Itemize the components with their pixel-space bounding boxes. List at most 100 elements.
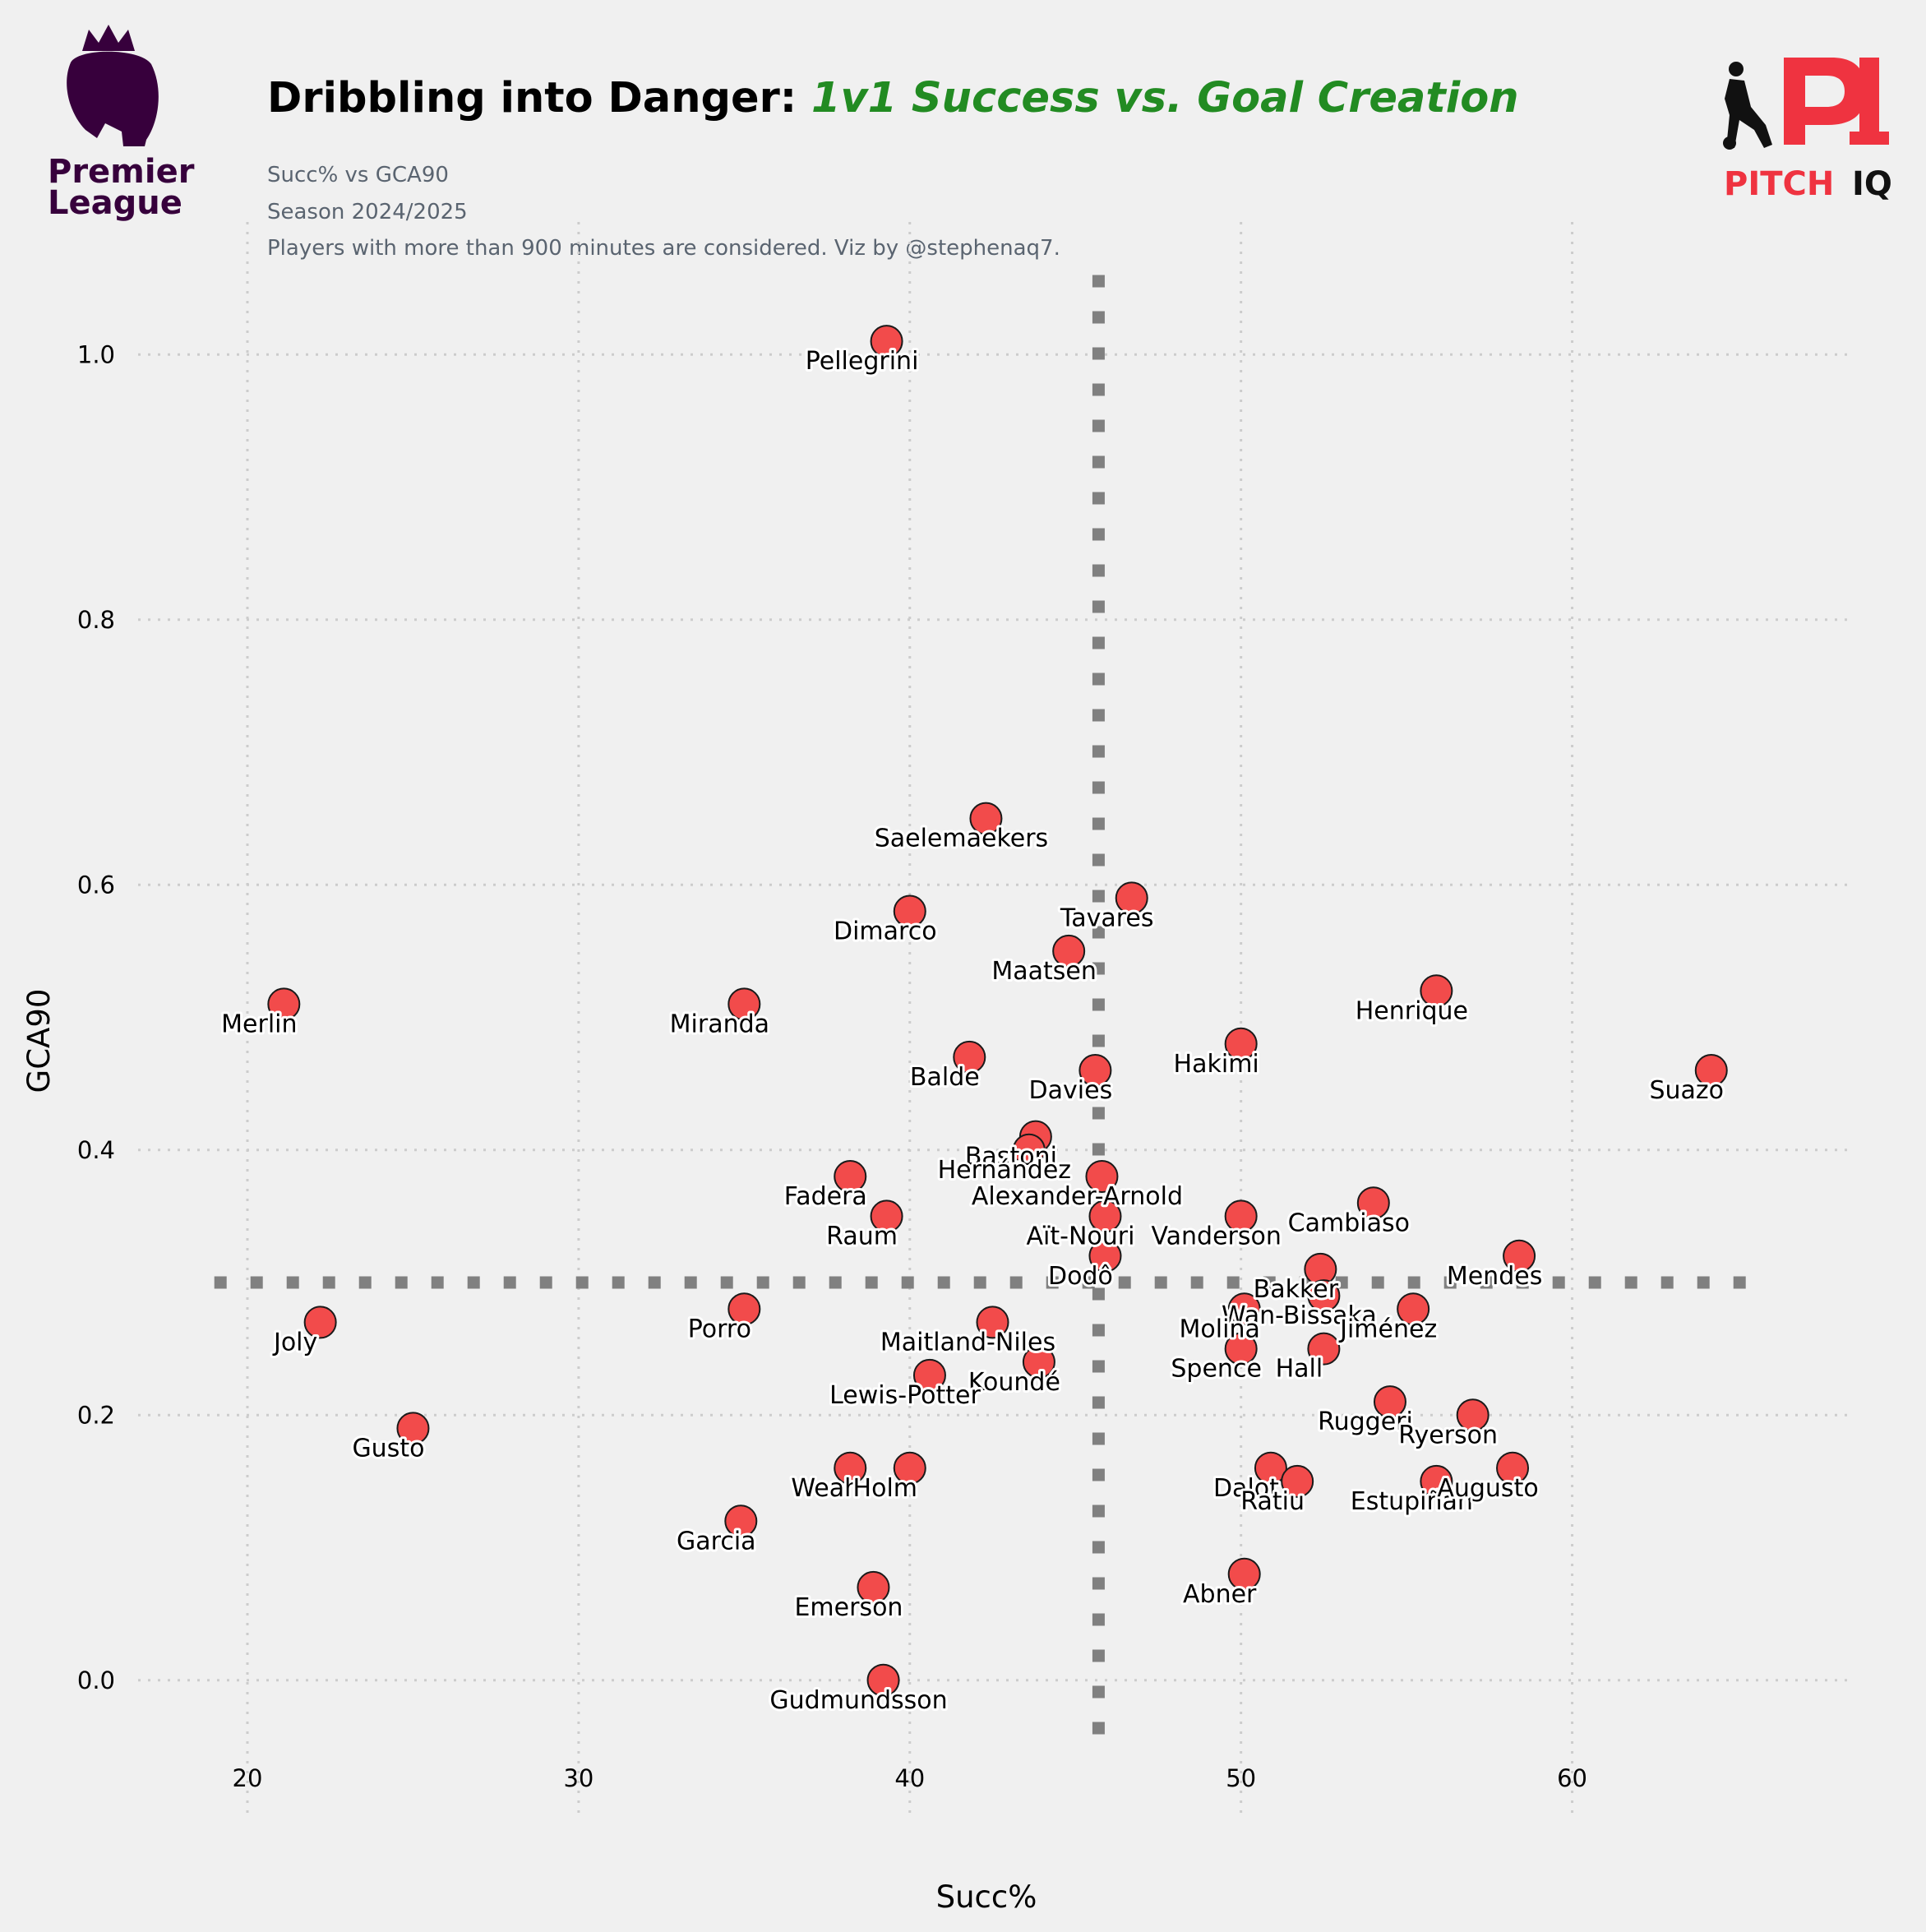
point-label: Maatsen: [991, 957, 1097, 986]
pitch-iq-iq-text: IQ: [1852, 165, 1892, 203]
scatter-point: [834, 1451, 867, 1485]
point-label: Miranda: [670, 1010, 769, 1038]
points-layer: [267, 325, 1728, 1697]
footballer-icon: [1723, 62, 1772, 150]
scatter-point: [303, 1306, 337, 1339]
scatter-point: [912, 1358, 946, 1392]
scatter-point: [727, 1292, 761, 1326]
grid-layer: [138, 222, 1854, 1813]
x-tick-label: 30: [563, 1764, 594, 1792]
point-label: Ratiu: [1240, 1487, 1305, 1516]
point-label: Koundé: [968, 1368, 1060, 1397]
point-label: Ruggeri: [1318, 1407, 1413, 1436]
scatter-point: [1224, 1332, 1258, 1366]
point-label: Saelemaekers: [875, 825, 1048, 853]
point-label: Emerson: [794, 1593, 903, 1622]
pitch-iq-logo: PITCH IQ: [1723, 58, 1892, 203]
point-label: Holm: [853, 1474, 917, 1503]
scatter-point: [976, 1306, 1009, 1339]
point-label: Joly: [272, 1328, 317, 1357]
point-label: Spence: [1171, 1355, 1262, 1384]
scatter-point: [1227, 1557, 1261, 1591]
point-label: Bakker: [1254, 1275, 1339, 1304]
scatter-point: [724, 1504, 758, 1538]
scatter-point: [1227, 1292, 1261, 1326]
scatter-point: [396, 1412, 430, 1445]
scatter-point: [834, 1160, 867, 1193]
point-label: Abner: [1183, 1580, 1257, 1609]
chart-title-accent: 1v1 Success vs. Goal Creation: [811, 74, 1519, 122]
point-label: Dimarco: [834, 917, 937, 946]
scatter-point: [1356, 1186, 1390, 1220]
point-label: Vanderson: [1151, 1222, 1281, 1250]
point-label: Alexander-Arnold: [972, 1182, 1183, 1211]
scatter-point: [1397, 1292, 1430, 1326]
point-label: Hernández: [938, 1156, 1071, 1185]
scatter-point: [969, 802, 1003, 835]
point-label: Gudmundsson: [769, 1686, 947, 1715]
scatter-point: [1088, 1239, 1122, 1273]
point-label: Ryerson: [1398, 1421, 1498, 1449]
scatter-point: [1224, 1199, 1258, 1233]
point-label: Davies: [1029, 1076, 1113, 1105]
point-label: Dalot: [1213, 1474, 1279, 1503]
scatter-point: [1085, 1160, 1119, 1193]
point-label: Tavares: [1060, 904, 1154, 932]
x-tick-label: 60: [1557, 1764, 1587, 1792]
scatter-point: [870, 1199, 903, 1233]
pitch-iq-pitch-text: PITCH: [1724, 165, 1834, 203]
scatter-point: [1420, 974, 1453, 1008]
average-lines-layer: [214, 275, 1758, 1747]
subtitle-line-3: Players with more than 900 minutes are c…: [267, 236, 1060, 261]
point-label: Suazo: [1649, 1076, 1724, 1105]
point-label: Estupiñán: [1351, 1487, 1473, 1516]
scatter-point: [727, 987, 761, 1021]
scatter-point: [1420, 1464, 1453, 1498]
point-labels-layer: Pellegrini Saelemaekers Tavares Dimarco Maat…: [219, 344, 1726, 1717]
scatter-point: [1281, 1464, 1314, 1498]
point-label: Augusto: [1437, 1474, 1538, 1503]
logo-text-line1: Premier: [48, 153, 195, 191]
subtitle-line-2: Season 2024/2025: [267, 200, 468, 224]
point-label: Hall: [1276, 1355, 1323, 1384]
y-tick-label: 1.0: [77, 340, 115, 368]
scatter-point: [267, 987, 301, 1021]
y-tick-label: 0.8: [77, 606, 115, 634]
point-label: Cambiaso: [1288, 1209, 1410, 1237]
point-label: Maitland-Niles: [880, 1328, 1055, 1357]
x-tick-label: 40: [894, 1764, 925, 1792]
lion-crown-icon: [67, 25, 159, 146]
scatter-point: [1012, 1133, 1046, 1167]
point-label: Hakimi: [1174, 1050, 1259, 1079]
y-axis-label: GCA90: [21, 989, 57, 1093]
scatter-point: [1078, 1054, 1112, 1087]
premier-league-logo: Premier League: [48, 25, 195, 222]
point-label: Lewis-Potter: [829, 1381, 981, 1410]
point-label: Porro: [688, 1315, 751, 1343]
point-label: Molina: [1180, 1315, 1260, 1343]
scatter-point: [1307, 1332, 1341, 1366]
x-axis-label: Succ%: [936, 1879, 1037, 1915]
scatter-point: [1307, 1279, 1341, 1313]
scatter-point: [1503, 1239, 1536, 1273]
point-label: Gusto: [352, 1434, 424, 1463]
scatter-point: [1254, 1451, 1287, 1485]
point-label: Aït-Nouri: [1027, 1222, 1135, 1250]
y-tick-label: 0.0: [77, 1666, 115, 1694]
point-label: Dodô: [1048, 1262, 1113, 1291]
x-tick-label: 50: [1226, 1764, 1256, 1792]
scatter-point: [1694, 1054, 1728, 1087]
point-label: Pellegrini: [806, 347, 919, 376]
scatter-point: [1052, 934, 1086, 968]
scatter-point: [1496, 1451, 1530, 1485]
point-label: Raum: [826, 1222, 898, 1250]
scatter-point: [1456, 1398, 1490, 1432]
x-tick-label: 20: [233, 1764, 263, 1792]
point-label: Jiménez: [1338, 1315, 1437, 1343]
point-label: Merlin: [221, 1010, 297, 1038]
y-tick-label: 0.2: [77, 1401, 115, 1429]
scatter-point: [1088, 1199, 1122, 1233]
chart-title-main: Dribbling into Danger:: [267, 74, 797, 122]
y-tick-label: 0.4: [77, 1136, 115, 1164]
point-label: Balde: [910, 1063, 980, 1092]
